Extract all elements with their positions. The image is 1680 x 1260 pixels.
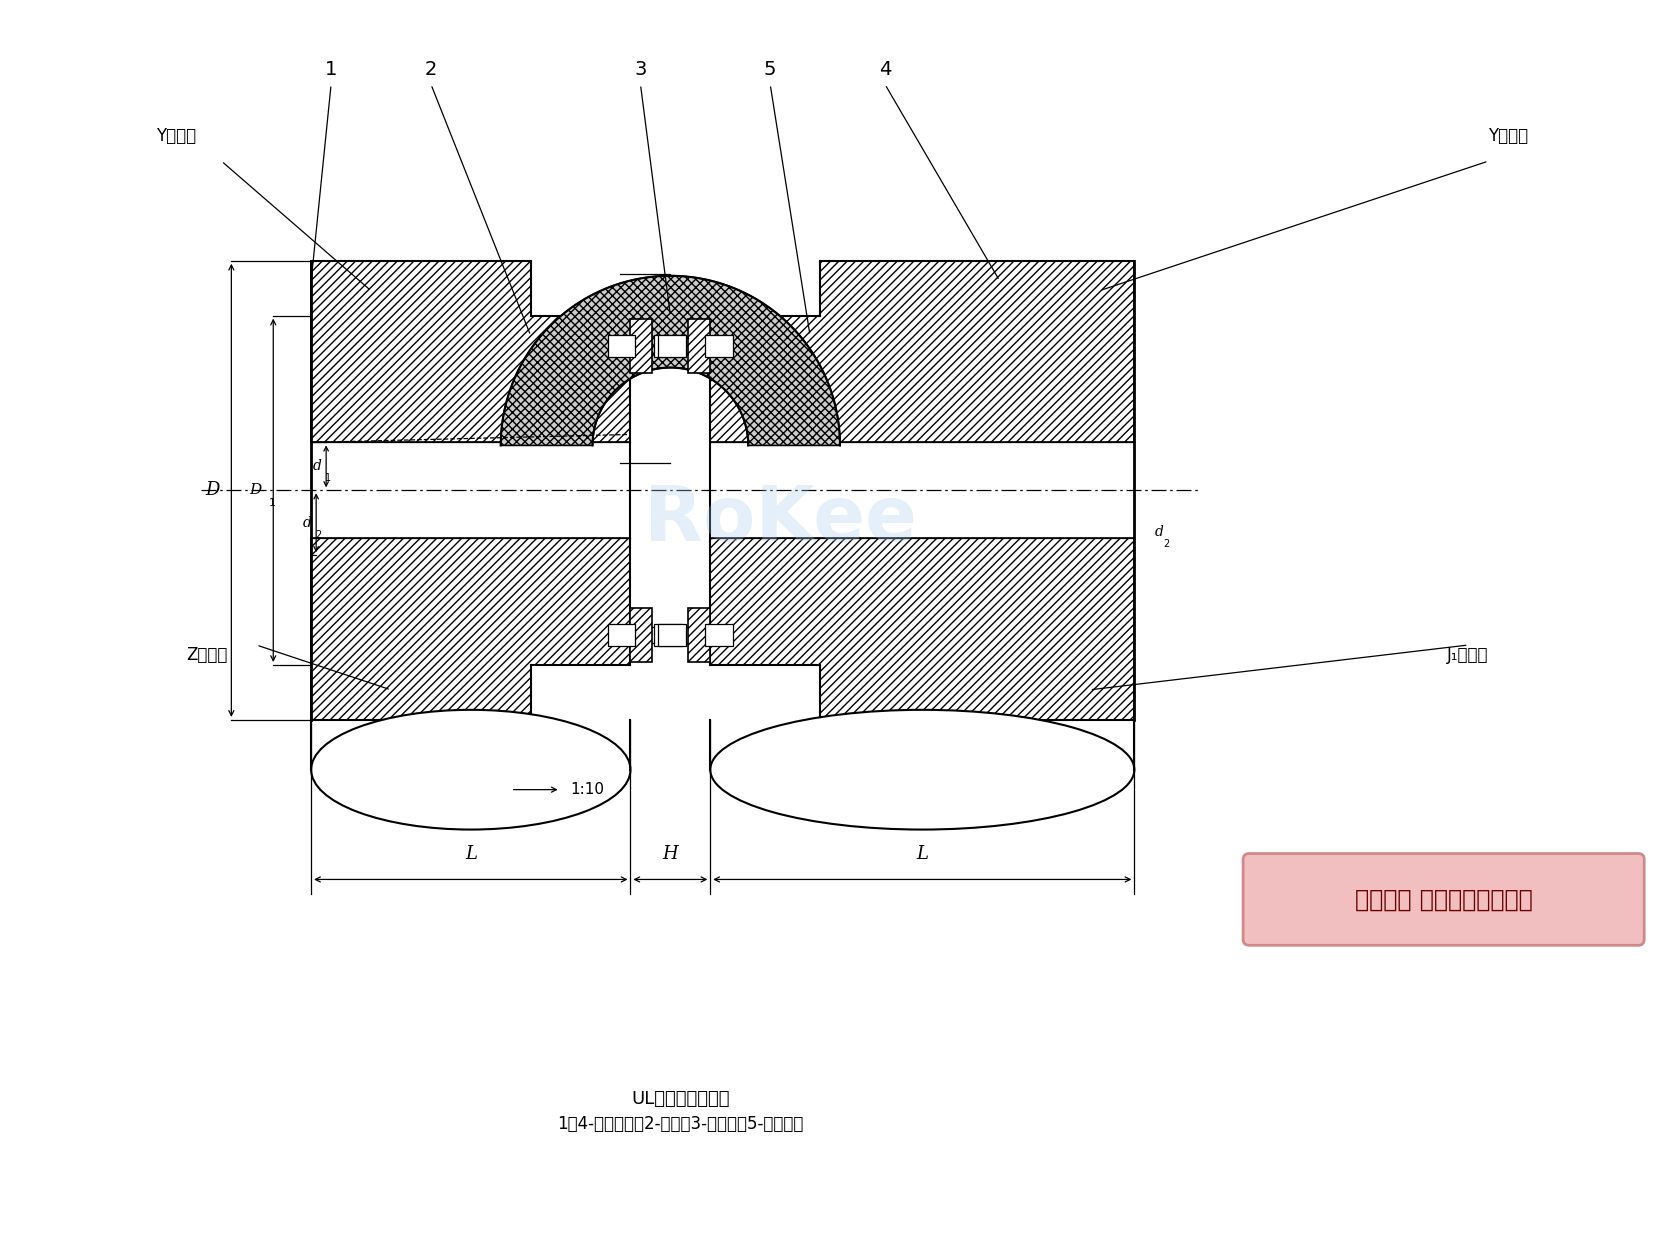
FancyBboxPatch shape	[1243, 853, 1645, 945]
Text: 2: 2	[316, 529, 321, 539]
Bar	[711, 442, 1134, 538]
Bar	[659, 624, 687, 646]
Polygon shape	[501, 276, 840, 445]
Text: 1:10: 1:10	[571, 782, 605, 798]
Text: D: D	[249, 484, 262, 498]
Polygon shape	[689, 609, 711, 662]
Text: Z型轴孔: Z型轴孔	[186, 646, 228, 664]
Text: L: L	[465, 845, 477, 863]
Polygon shape	[630, 319, 652, 373]
Polygon shape	[689, 319, 711, 373]
Text: d: d	[1154, 525, 1163, 539]
Text: 1: 1	[269, 498, 276, 508]
Bar	[608, 624, 635, 646]
Text: RoKee: RoKee	[643, 484, 917, 557]
Bar	[706, 624, 732, 646]
Text: d: d	[312, 460, 321, 474]
Text: d: d	[302, 515, 311, 529]
Text: H: H	[662, 845, 679, 863]
Polygon shape	[711, 538, 1134, 719]
Text: Y型轴孔: Y型轴孔	[156, 127, 197, 145]
Bar	[706, 335, 732, 357]
Text: J₁型轴孔: J₁型轴孔	[1446, 646, 1488, 664]
Polygon shape	[630, 609, 652, 662]
Polygon shape	[311, 261, 630, 442]
Text: Y型轴孔: Y型轴孔	[1488, 127, 1529, 145]
Bar	[311, 442, 630, 538]
Bar	[608, 335, 635, 357]
Text: 1: 1	[324, 59, 338, 78]
Text: D: D	[205, 481, 220, 499]
Bar	[655, 335, 682, 357]
Text: L: L	[916, 845, 929, 863]
Ellipse shape	[311, 709, 630, 829]
Text: 版权所有 侵权必被严厉追究: 版权所有 侵权必被严厉追究	[1354, 887, 1532, 911]
Text: 2: 2	[1163, 539, 1169, 549]
Text: 2: 2	[425, 59, 437, 78]
Text: 3: 3	[635, 59, 647, 78]
Text: 5: 5	[764, 59, 776, 78]
Bar	[630, 321, 711, 660]
Bar	[659, 335, 687, 357]
Text: 4: 4	[879, 59, 890, 78]
Ellipse shape	[711, 709, 1134, 829]
Polygon shape	[711, 261, 1134, 442]
Text: UL型轮胎式联轴器: UL型轮胎式联轴器	[632, 1090, 729, 1108]
Text: 1、4-半联轴器；2-螺栓；3-轮胎环；5-止退垫板: 1、4-半联轴器；2-螺栓；3-轮胎环；5-止退垫板	[558, 1115, 803, 1133]
Bar	[655, 624, 682, 646]
Text: 1: 1	[326, 474, 331, 484]
Polygon shape	[311, 538, 630, 719]
